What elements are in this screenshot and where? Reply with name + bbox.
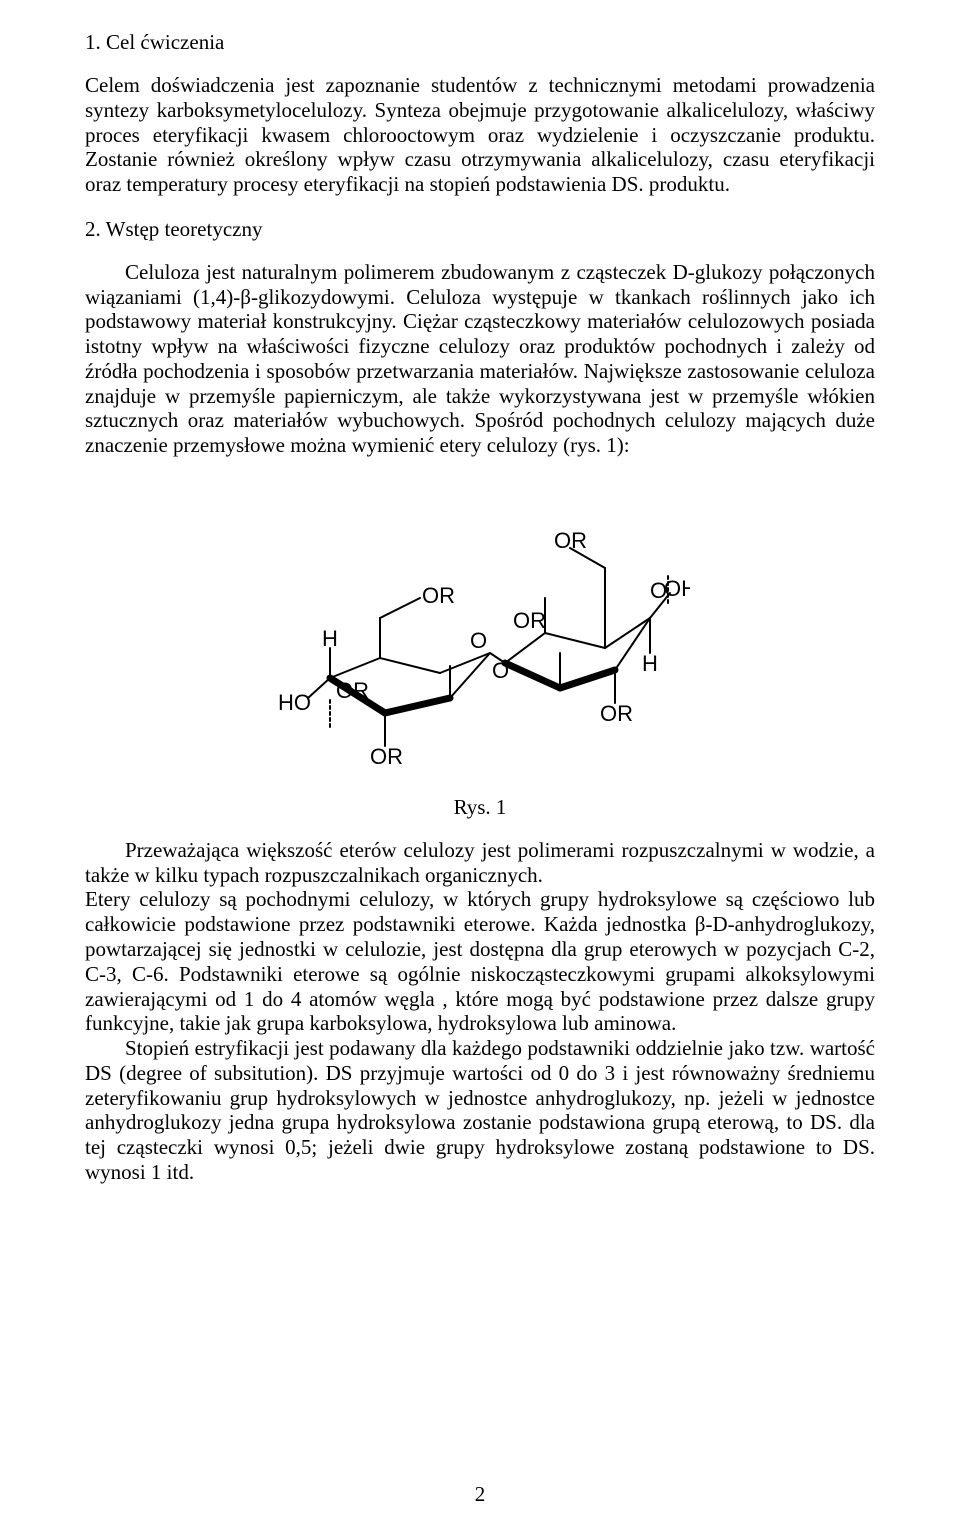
section-3: Przeważająca większość eterów celulozy j… [85, 838, 875, 1185]
chem-label-O: O [492, 658, 509, 683]
chem-label-OR: OR [554, 528, 587, 553]
section-2-heading: 2. Wstęp teoretyczny [85, 217, 875, 242]
section-2-paragraph-1: Celuloza jest naturalnym polimerem zbudo… [85, 260, 875, 458]
chem-label-OR: OR [600, 701, 633, 726]
chem-label-OR: OR [513, 608, 546, 633]
chem-label-O: O [470, 628, 487, 653]
chem-label-H: H [642, 651, 658, 676]
figure-1-caption: Rys. 1 [85, 795, 875, 820]
section-1-heading: 1. Cel ćwiczenia [85, 30, 875, 55]
section-3-paragraph-a: Przeważająca większość eterów celulozy j… [85, 838, 875, 888]
section-1-paragraph: Celem doświadczenia jest zapoznanie stud… [85, 73, 875, 197]
section-1: 1. Cel ćwiczenia Celem doświadczenia jes… [85, 30, 875, 197]
section-2: 2. Wstęp teoretyczny Celuloza jest natur… [85, 217, 875, 458]
chem-label-H: H [322, 626, 338, 651]
chem-label-OR: OR [336, 678, 369, 703]
figure-1: H HO OR OR OR O O OR OR OR H O OH Rys. 1 [85, 498, 875, 820]
chem-label-OR: OR [422, 583, 455, 608]
section-3-paragraph-c: Stopień estryfikacji jest podawany dla k… [85, 1036, 875, 1185]
chem-label-OR: OR [370, 744, 403, 768]
cellulose-structure-svg: H HO OR OR OR O O OR OR OR H O OH [270, 498, 690, 768]
chem-label-OH: OH [664, 576, 690, 601]
page-number: 2 [0, 1482, 960, 1507]
chem-label-HO: HO [278, 690, 311, 715]
section-3-paragraph-b: Etery celulozy są pochodnymi celulozy, w… [85, 887, 875, 1036]
document-page: 1. Cel ćwiczenia Celem doświadczenia jes… [0, 0, 960, 1537]
